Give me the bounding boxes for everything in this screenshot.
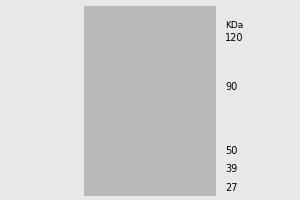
Text: 27: 27 xyxy=(225,183,238,193)
Text: KDa: KDa xyxy=(225,21,243,30)
Text: 120: 120 xyxy=(225,33,244,43)
Text: 39: 39 xyxy=(225,164,237,174)
Text: 90: 90 xyxy=(225,82,237,92)
Text: 50: 50 xyxy=(225,146,237,156)
